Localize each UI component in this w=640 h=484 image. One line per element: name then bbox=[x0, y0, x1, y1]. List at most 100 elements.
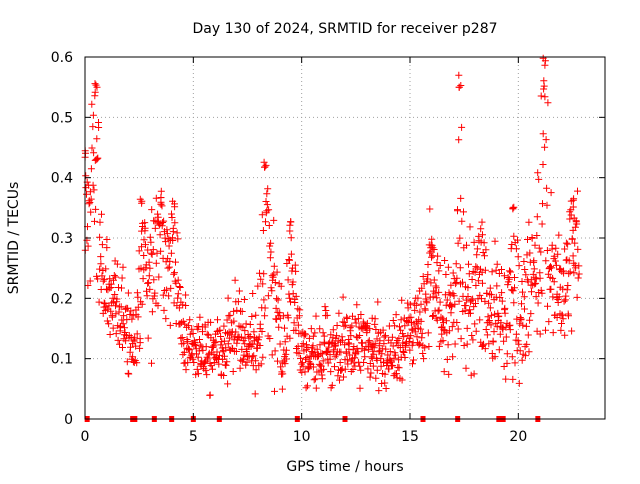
data-point bbox=[447, 281, 455, 289]
data-point bbox=[91, 217, 98, 225]
data-point bbox=[425, 343, 433, 350]
data-point bbox=[458, 217, 466, 225]
data-point bbox=[454, 207, 461, 215]
data-point bbox=[447, 309, 455, 317]
data-point bbox=[495, 346, 503, 354]
data-point bbox=[169, 197, 177, 205]
data-point bbox=[271, 347, 279, 355]
data-point bbox=[467, 371, 475, 379]
data-point bbox=[400, 349, 408, 356]
data-point bbox=[508, 241, 516, 248]
data-point bbox=[372, 326, 380, 333]
data-point bbox=[414, 294, 422, 302]
data-point bbox=[544, 302, 551, 310]
data-point bbox=[113, 295, 121, 303]
data-point bbox=[319, 350, 327, 358]
data-point bbox=[230, 307, 238, 315]
data-point bbox=[470, 370, 478, 378]
data-point bbox=[259, 353, 267, 361]
data-point bbox=[270, 216, 278, 224]
data-point bbox=[83, 190, 90, 198]
data-point bbox=[277, 282, 285, 290]
data-point bbox=[336, 376, 343, 384]
data-point bbox=[538, 289, 546, 297]
data-point bbox=[456, 264, 464, 272]
data-point bbox=[169, 237, 177, 244]
data-point bbox=[501, 309, 509, 317]
data-point bbox=[435, 306, 443, 314]
data-point bbox=[531, 280, 539, 288]
data-point bbox=[356, 332, 364, 339]
data-point bbox=[86, 199, 94, 206]
data-point bbox=[92, 156, 100, 164]
data-point bbox=[139, 275, 147, 283]
data-point bbox=[460, 208, 467, 216]
data-point bbox=[294, 305, 302, 313]
data-point bbox=[234, 298, 242, 306]
data-point bbox=[119, 263, 127, 271]
data-point bbox=[520, 258, 528, 265]
data-point bbox=[539, 161, 547, 168]
data-point bbox=[468, 332, 476, 339]
data-point bbox=[406, 346, 414, 354]
data-point bbox=[93, 83, 101, 91]
data-point bbox=[548, 241, 556, 249]
data-point bbox=[559, 315, 567, 323]
data-point bbox=[319, 357, 327, 365]
data-point bbox=[284, 314, 292, 322]
data-point bbox=[222, 361, 230, 369]
data-point bbox=[541, 61, 549, 69]
data-point bbox=[260, 296, 268, 304]
data-point bbox=[510, 232, 518, 240]
data-point bbox=[335, 309, 343, 317]
data-point bbox=[542, 326, 549, 334]
data-point bbox=[290, 319, 298, 327]
data-point bbox=[371, 315, 379, 323]
data-point bbox=[381, 379, 389, 387]
data-point bbox=[486, 304, 494, 312]
data-point bbox=[275, 323, 283, 331]
data-point bbox=[473, 251, 481, 259]
data-point bbox=[424, 271, 432, 279]
data-point bbox=[145, 279, 153, 287]
data-point bbox=[464, 293, 472, 300]
data-point bbox=[170, 270, 178, 278]
data-point bbox=[112, 310, 120, 318]
data-point bbox=[393, 370, 400, 378]
data-point bbox=[574, 187, 581, 195]
data-point bbox=[464, 284, 472, 292]
data-point bbox=[516, 320, 524, 328]
data-point bbox=[500, 337, 508, 345]
data-point bbox=[407, 313, 415, 321]
data-point bbox=[329, 326, 337, 334]
data-point bbox=[343, 313, 351, 321]
data-point bbox=[274, 357, 281, 365]
data-point bbox=[121, 329, 129, 336]
data-point bbox=[455, 71, 463, 79]
data-point bbox=[138, 243, 145, 251]
data-point bbox=[333, 322, 341, 329]
data-point bbox=[528, 234, 536, 242]
data-point bbox=[152, 194, 160, 202]
data-point bbox=[89, 111, 97, 119]
data-point bbox=[196, 336, 203, 343]
data-point bbox=[433, 316, 441, 324]
data-point bbox=[537, 248, 545, 256]
data-point bbox=[406, 301, 414, 309]
data-point bbox=[259, 280, 267, 288]
data-point bbox=[136, 344, 144, 352]
data-point bbox=[502, 333, 510, 341]
data-point bbox=[506, 267, 513, 275]
data-point bbox=[540, 82, 548, 90]
data-point bbox=[522, 322, 530, 330]
data-point bbox=[445, 370, 453, 378]
data-point bbox=[568, 235, 576, 243]
data-point bbox=[128, 315, 136, 323]
data-point bbox=[442, 317, 450, 325]
data-point bbox=[439, 337, 447, 345]
data-point bbox=[497, 319, 505, 327]
data-point bbox=[287, 234, 295, 242]
data-point bbox=[316, 341, 324, 349]
data-point bbox=[269, 273, 277, 281]
data-point bbox=[443, 296, 451, 304]
